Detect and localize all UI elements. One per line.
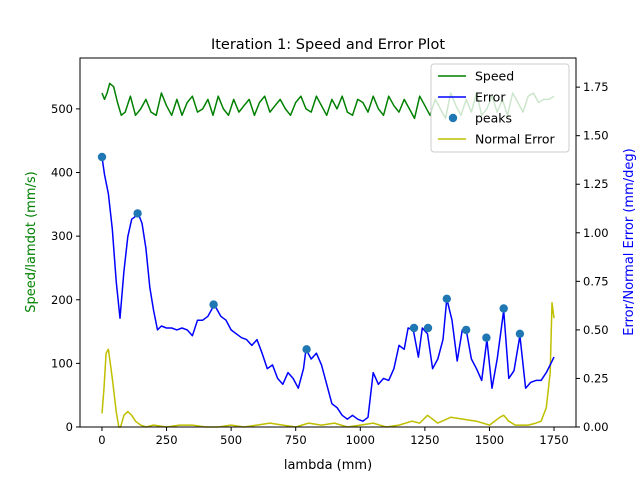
y-left-tick-label: 100 bbox=[51, 356, 73, 370]
x-tick-label: 1000 bbox=[346, 433, 375, 447]
x-tick-label: 1750 bbox=[539, 433, 568, 447]
chart-title: Iteration 1: Speed and Error Plot bbox=[211, 37, 445, 53]
y-right-tick-label: 1.00 bbox=[583, 226, 609, 240]
peak-point bbox=[423, 323, 433, 333]
axes-layer: 0 250 500 750 1000 1250 1500 1750 0 100 200 300 400 5… bbox=[51, 57, 609, 447]
y-right-tick-label: 0.25 bbox=[583, 371, 609, 385]
x-tick-label: 750 bbox=[285, 433, 307, 447]
y-left-tick-label: 500 bbox=[51, 102, 73, 116]
x-tick-label: 1250 bbox=[410, 433, 439, 447]
y-right-tick-label: 1.25 bbox=[583, 177, 609, 191]
axes-frame bbox=[79, 57, 577, 428]
peak-point bbox=[442, 294, 451, 303]
legend-marker-peaks bbox=[448, 113, 458, 123]
y-left-tick-label: 300 bbox=[51, 229, 73, 243]
x-tick-label: 0 bbox=[98, 433, 105, 447]
peak-point bbox=[515, 329, 525, 338]
peak-point bbox=[97, 152, 107, 162]
legend-label-error: Error bbox=[475, 90, 506, 105]
y-left-tick-label: 0 bbox=[66, 420, 73, 434]
x-tick-label: 250 bbox=[156, 433, 178, 447]
y-axis-left-label: Speed/lamdot (mm/s) bbox=[24, 171, 39, 312]
series-line-normal-error bbox=[101, 301, 555, 428]
x-tick-label: 1500 bbox=[475, 433, 504, 447]
legend-label-normal-error: Normal Error bbox=[475, 132, 556, 147]
peak-point bbox=[482, 333, 491, 342]
y-axis-right-label: Error/Normal Error (mm/deg) bbox=[622, 148, 637, 335]
legend: Speed Error peaks Normal Error bbox=[430, 63, 570, 153]
peak-point bbox=[133, 209, 142, 218]
peak-point bbox=[209, 300, 218, 309]
legend-box bbox=[430, 63, 570, 153]
x-axis-label: lambda (mm) bbox=[284, 458, 372, 473]
y-right-tick-label: 1.50 bbox=[583, 129, 609, 143]
y-left-tick-label: 200 bbox=[51, 293, 73, 307]
x-tick-label: 500 bbox=[220, 433, 242, 447]
peak-point bbox=[302, 345, 311, 354]
peak-point bbox=[499, 304, 508, 313]
y-right-tick-label: 0.75 bbox=[583, 274, 609, 288]
peak-point bbox=[462, 325, 471, 335]
peak-point bbox=[409, 323, 419, 333]
y-right-tick-label: 0.00 bbox=[583, 420, 609, 434]
legend-label-speed: Speed bbox=[475, 69, 514, 84]
plot-layer bbox=[97, 82, 555, 428]
y-right-tick-label: 1.75 bbox=[583, 80, 609, 94]
y-left-tick-label: 400 bbox=[51, 166, 73, 180]
legend-label-peaks: peaks bbox=[475, 111, 512, 126]
series-line-error bbox=[101, 156, 555, 422]
y-right-tick-label: 0.50 bbox=[583, 323, 609, 337]
